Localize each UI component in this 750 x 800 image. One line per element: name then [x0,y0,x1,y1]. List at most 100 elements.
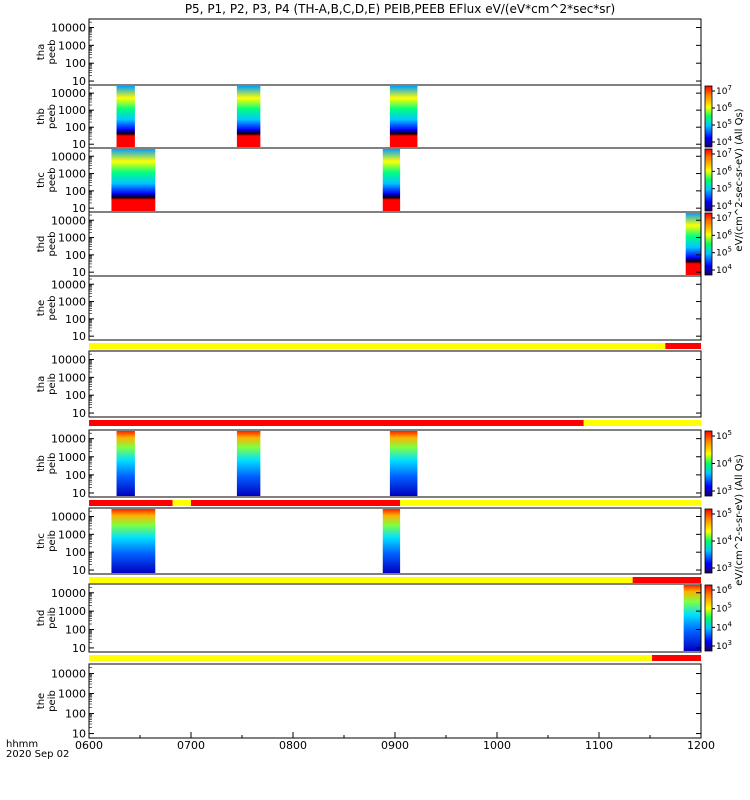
y-label-probe: thb [36,108,47,125]
y-label-probe: tha [36,376,47,392]
y-tick-label: 100 [65,546,86,559]
colorbar-tick-label: 103 [716,561,732,574]
spectrum-block-thc-peeb-1 [382,149,401,211]
figure-title: P5, P1, P2, P3, P4 (TH-A,B,C,D,E) PEIB,P… [185,2,615,16]
y-axis-label-thb-peib: thb peib [36,453,58,475]
time-axis: 0600 0700 0800 0900 1000 1100 1200 [75,732,715,752]
state-bar-segment [172,500,191,506]
y-label-instrument: peib [47,607,58,629]
colorbar-tick-label: 105 [716,602,732,615]
panel-frame [88,429,702,498]
y-tick-label: 1000 [58,232,86,245]
spectrum-block-thc-peib-1 [382,509,401,573]
x-tick-label: 0700 [177,739,205,752]
y-axis-label-the-peeb: the peeb [36,296,58,321]
panel-frame [88,18,702,86]
spectrum-block-thb-peib-2 [389,431,418,496]
state-bar-segment [89,577,633,583]
y-tick-label: 100 [65,708,86,721]
colorbar-tick-label: 104 [716,263,732,276]
colorbar-tick-label: 103 [716,484,732,497]
colorbar-tick-label: 106 [716,583,732,596]
time-label-hhmm: hhmm [6,739,38,750]
colorbar-scale [704,148,713,212]
panel-thb-peib: 10 100 1000 10000 thb peib [36,429,702,506]
y-tick-label: 100 [65,57,86,70]
panel-tha-peeb: 10 100 1000 10000 tha peeb [36,18,702,88]
spectrum-block-thb-peeb-1 [236,86,261,147]
colorbar-scale [704,212,713,276]
colorbar-thb-peeb: 104 105 106 107 [704,84,732,148]
y-tick-label: 10000 [51,278,86,291]
colorbar-thd-peib: 103 104 105 106 [704,583,732,652]
y-label-probe: thd [36,236,47,253]
x-tick-label: 0800 [279,739,307,752]
panel-tha-peib: 10 100 1000 10000 tha peib [36,350,702,426]
spectrum-block-thb-peib-0 [116,431,135,496]
colorbar-thd-peeb: 104 105 106 107 [704,211,732,276]
y-tick-label: 10000 [51,87,86,100]
y-tick-label: 1000 [58,528,86,541]
spectrum-block-thb-peeb-2 [389,86,418,147]
panel-thc-peeb: 10 100 1000 10000 thc peeb [36,147,702,215]
y-tick-label: 1000 [58,371,86,384]
panel-thd-peib: 10 100 1000 10000 thd peib [36,583,702,661]
colorbar-tick-label: 104 [716,620,732,633]
y-tick-label: 100 [65,624,86,637]
spectrum-block-thd-peib-0 [683,585,701,651]
y-tick-label: 1000 [58,104,86,117]
x-tick-label: 1000 [483,739,511,752]
state-bar-segment [191,500,401,506]
y-tick-label: 10 [72,266,86,279]
panel-thb-peeb: 10 100 1000 10000 thb peeb [36,84,702,151]
colorbar-tick-label: 105 [716,182,732,195]
y-tick-label: 10 [72,487,86,500]
panel-frame [88,350,702,418]
y-tick-label: 1000 [58,296,86,309]
y-tick-label: 10000 [51,214,86,227]
y-tick-label: 10 [72,564,86,577]
y-axis-label-tha-peib: tha peib [36,373,58,395]
y-label-probe: thc [36,172,47,188]
y-axis-label-tha-peeb: tha peeb [36,40,58,65]
panel-the-peib: 10 100 1000 10000 the peib [36,663,702,741]
y-tick-label: 10 [72,642,86,655]
spectrum-block-thc-peeb-0 [111,149,156,211]
y-tick-label: 10000 [51,433,86,446]
colorbar-tick-label: 104 [716,534,732,547]
colorbar-tick-label: 105 [716,429,732,442]
state-bar-segment [89,343,666,349]
y-tick-label: 100 [65,389,86,402]
colorbar-tick-label: 104 [716,199,732,212]
colorbar-scale [704,430,713,497]
y-label-instrument: peib [47,690,58,712]
panel-frame [88,211,702,277]
y-axis-label-thd-peeb: thd peeb [36,232,58,257]
colorbar-scale [704,85,713,148]
y-label-probe: tha [36,44,47,60]
colorbar-tick-label: 107 [716,211,732,224]
colorbar-tick-label: 103 [716,639,732,652]
panel-frame [88,275,702,341]
state-bar-segment [89,500,173,506]
y-label-instrument: peeb [47,232,58,257]
colorbar-thb-peib: 103 104 105 [704,429,732,497]
time-label-date: 2020 Sep 02 [6,749,69,760]
y-label-instrument: peib [47,373,58,395]
y-tick-label: 1000 [58,168,86,181]
spectrum-block-thb-peeb-0 [116,86,135,147]
panel-frame [88,507,702,575]
y-label-instrument: peeb [47,296,58,321]
y-label-instrument: peib [47,530,58,552]
colorbar-tick-label: 106 [716,101,732,114]
y-tick-label: 1000 [58,451,86,464]
colorbar-tick-label: 104 [716,135,732,148]
y-axis-label-thc-peeb: thc peeb [36,168,58,193]
colorbar-tick-label: 107 [716,147,732,160]
y-label-instrument: peib [47,453,58,475]
colorbar-tick-label: 105 [716,246,732,259]
y-tick-label: 10000 [51,587,86,600]
y-tick-label: 10000 [51,511,86,524]
y-label-probe: thc [36,533,47,549]
